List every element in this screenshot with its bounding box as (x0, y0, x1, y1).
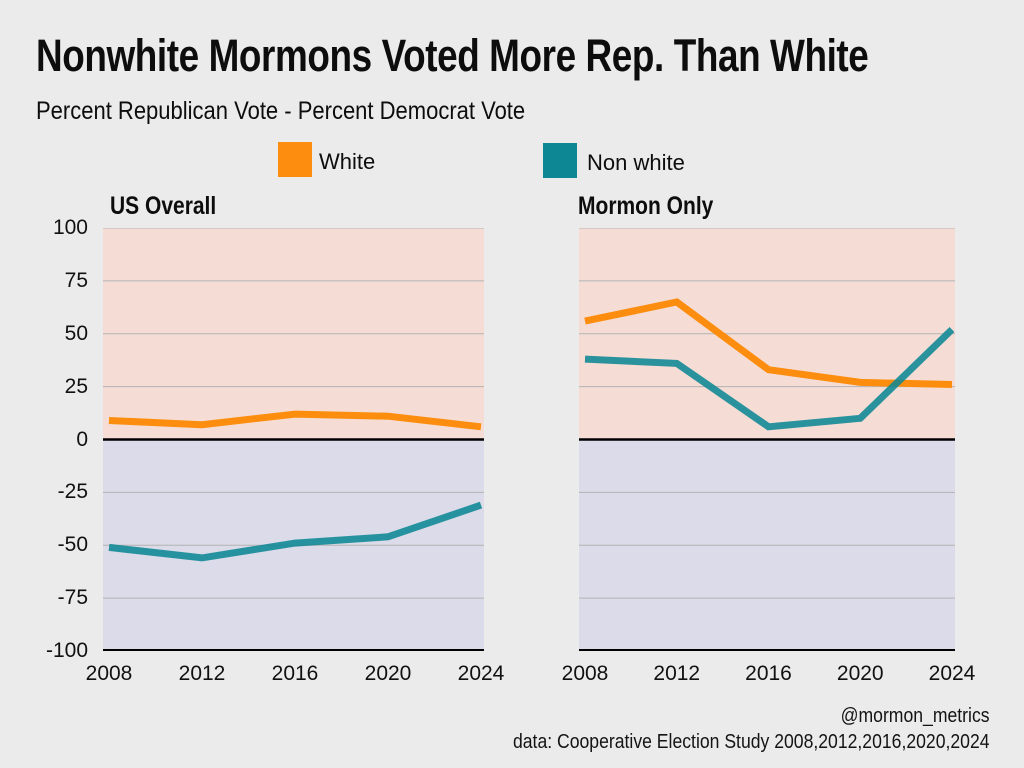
x-tick-label: 2012 (178, 662, 226, 685)
series-line-non-white (584, 326, 955, 431)
attribution-handle: @mormon_metrics (841, 705, 990, 727)
x-tick-label: 2020 (364, 662, 412, 685)
y-tick-label: 75 (64, 268, 88, 292)
attribution: @mormon_metrics data: Cooperative Electi… (448, 703, 990, 755)
series-line-white (584, 298, 953, 388)
x-tick-label: 2008 (85, 662, 133, 685)
x-tick-label: 2024 (457, 662, 505, 685)
x-tick-label: 2016 (745, 662, 792, 685)
series-line-non-white (108, 501, 483, 562)
y-tick-label: -25 (57, 480, 88, 504)
chart-mormon-only (579, 228, 955, 651)
y-tick-label: -75 (57, 586, 88, 610)
x-tick-label: 2008 (561, 662, 609, 685)
legend-label-nonwhite: Non white (587, 150, 685, 175)
chart-us-overall (103, 228, 484, 651)
x-tick-label: 2016 (271, 662, 319, 685)
legend-label-white: White (319, 149, 376, 174)
x-tick-label: 2012 (653, 662, 701, 685)
chart-subtitle: Percent Republican Vote - Percent Democr… (36, 97, 526, 125)
y-tick-label: 100 (52, 216, 88, 239)
legend-swatch-nonwhite (543, 143, 577, 178)
panel-title-us-overall: US Overall (110, 192, 217, 220)
y-tick-label: -100 (45, 639, 88, 662)
x-tick-label: 2020 (836, 662, 884, 685)
legend-swatch-white (278, 142, 312, 177)
panel-title-mormon-only: Mormon Only (578, 192, 714, 220)
x-tick-label: 2024 (928, 662, 976, 685)
y-tick-label: 50 (64, 321, 88, 345)
series-line-white (108, 410, 482, 431)
y-tick-label: 0 (76, 427, 88, 451)
page-title: Nonwhite Mormons Voted More Rep. Than Wh… (36, 30, 869, 81)
y-tick-label: 25 (64, 374, 88, 398)
attribution-source: data: Cooperative Election Study 2008,20… (513, 731, 990, 753)
y-tick-label: -50 (57, 533, 88, 557)
